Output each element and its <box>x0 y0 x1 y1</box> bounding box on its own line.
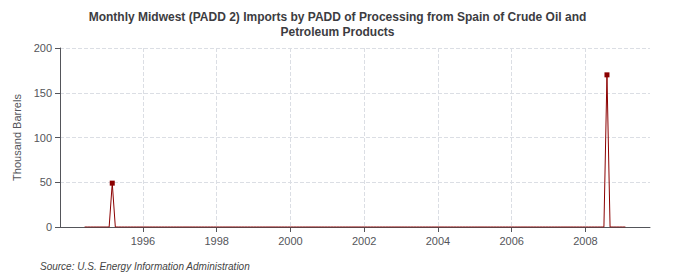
svg-text:Source: U.S. Energy Informatio: Source: U.S. Energy Information Administ… <box>40 261 250 272</box>
svg-text:Thousand Barrels: Thousand Barrels <box>11 94 23 181</box>
svg-text:2008: 2008 <box>573 235 597 247</box>
svg-text:150: 150 <box>34 87 52 99</box>
svg-text:200: 200 <box>34 42 52 54</box>
svg-text:50: 50 <box>40 176 52 188</box>
svg-text:Monthly Midwest (PADD 2) Impor: Monthly Midwest (PADD 2) Imports by PADD… <box>89 10 587 24</box>
svg-text:1998: 1998 <box>204 235 228 247</box>
svg-text:0: 0 <box>46 221 52 233</box>
svg-text:2004: 2004 <box>426 235 450 247</box>
svg-text:1996: 1996 <box>131 235 155 247</box>
svg-text:2006: 2006 <box>499 235 523 247</box>
svg-text:100: 100 <box>34 132 52 144</box>
svg-text:2002: 2002 <box>352 235 376 247</box>
svg-text:Petroleum Products: Petroleum Products <box>280 25 394 39</box>
svg-text:2000: 2000 <box>278 235 302 247</box>
